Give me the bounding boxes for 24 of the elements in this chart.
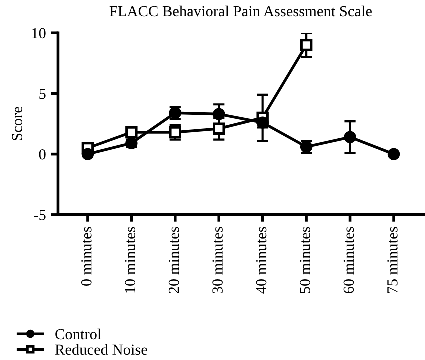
- point: [213, 122, 226, 135]
- y-tick-label: 10: [32, 28, 46, 39]
- y-tick-label: 0: [39, 149, 46, 160]
- point: [82, 148, 94, 160]
- chart-title: FLACC Behavioral Pain Assessment Scale: [110, 6, 372, 17]
- y-axis-title: Score: [12, 107, 22, 140]
- x-tick-label: 60 minutes: [344, 227, 354, 294]
- point: [256, 116, 269, 129]
- point: [388, 148, 400, 160]
- x-tick-label: 50 minutes: [300, 227, 310, 294]
- x-tick-label: 75 minutes: [388, 227, 398, 294]
- legend-label: Reduced Noise: [55, 344, 148, 356]
- x-tick-label: 10 minutes: [125, 227, 136, 293]
- point: [213, 108, 226, 120]
- y-tick-label: 5: [40, 89, 46, 100]
- point: [344, 131, 356, 144]
- point: [300, 39, 313, 52]
- x-tick-label: 0 minutes: [81, 227, 92, 286]
- point: [126, 126, 138, 139]
- x-tick-label: 30 minutes: [212, 227, 223, 294]
- y-tick-label: -5: [34, 210, 46, 220]
- legend-label: Control: [56, 328, 102, 340]
- x-tick-label: 40 minutes: [256, 227, 267, 294]
- x-tick-label: 20 minutes: [168, 227, 180, 294]
